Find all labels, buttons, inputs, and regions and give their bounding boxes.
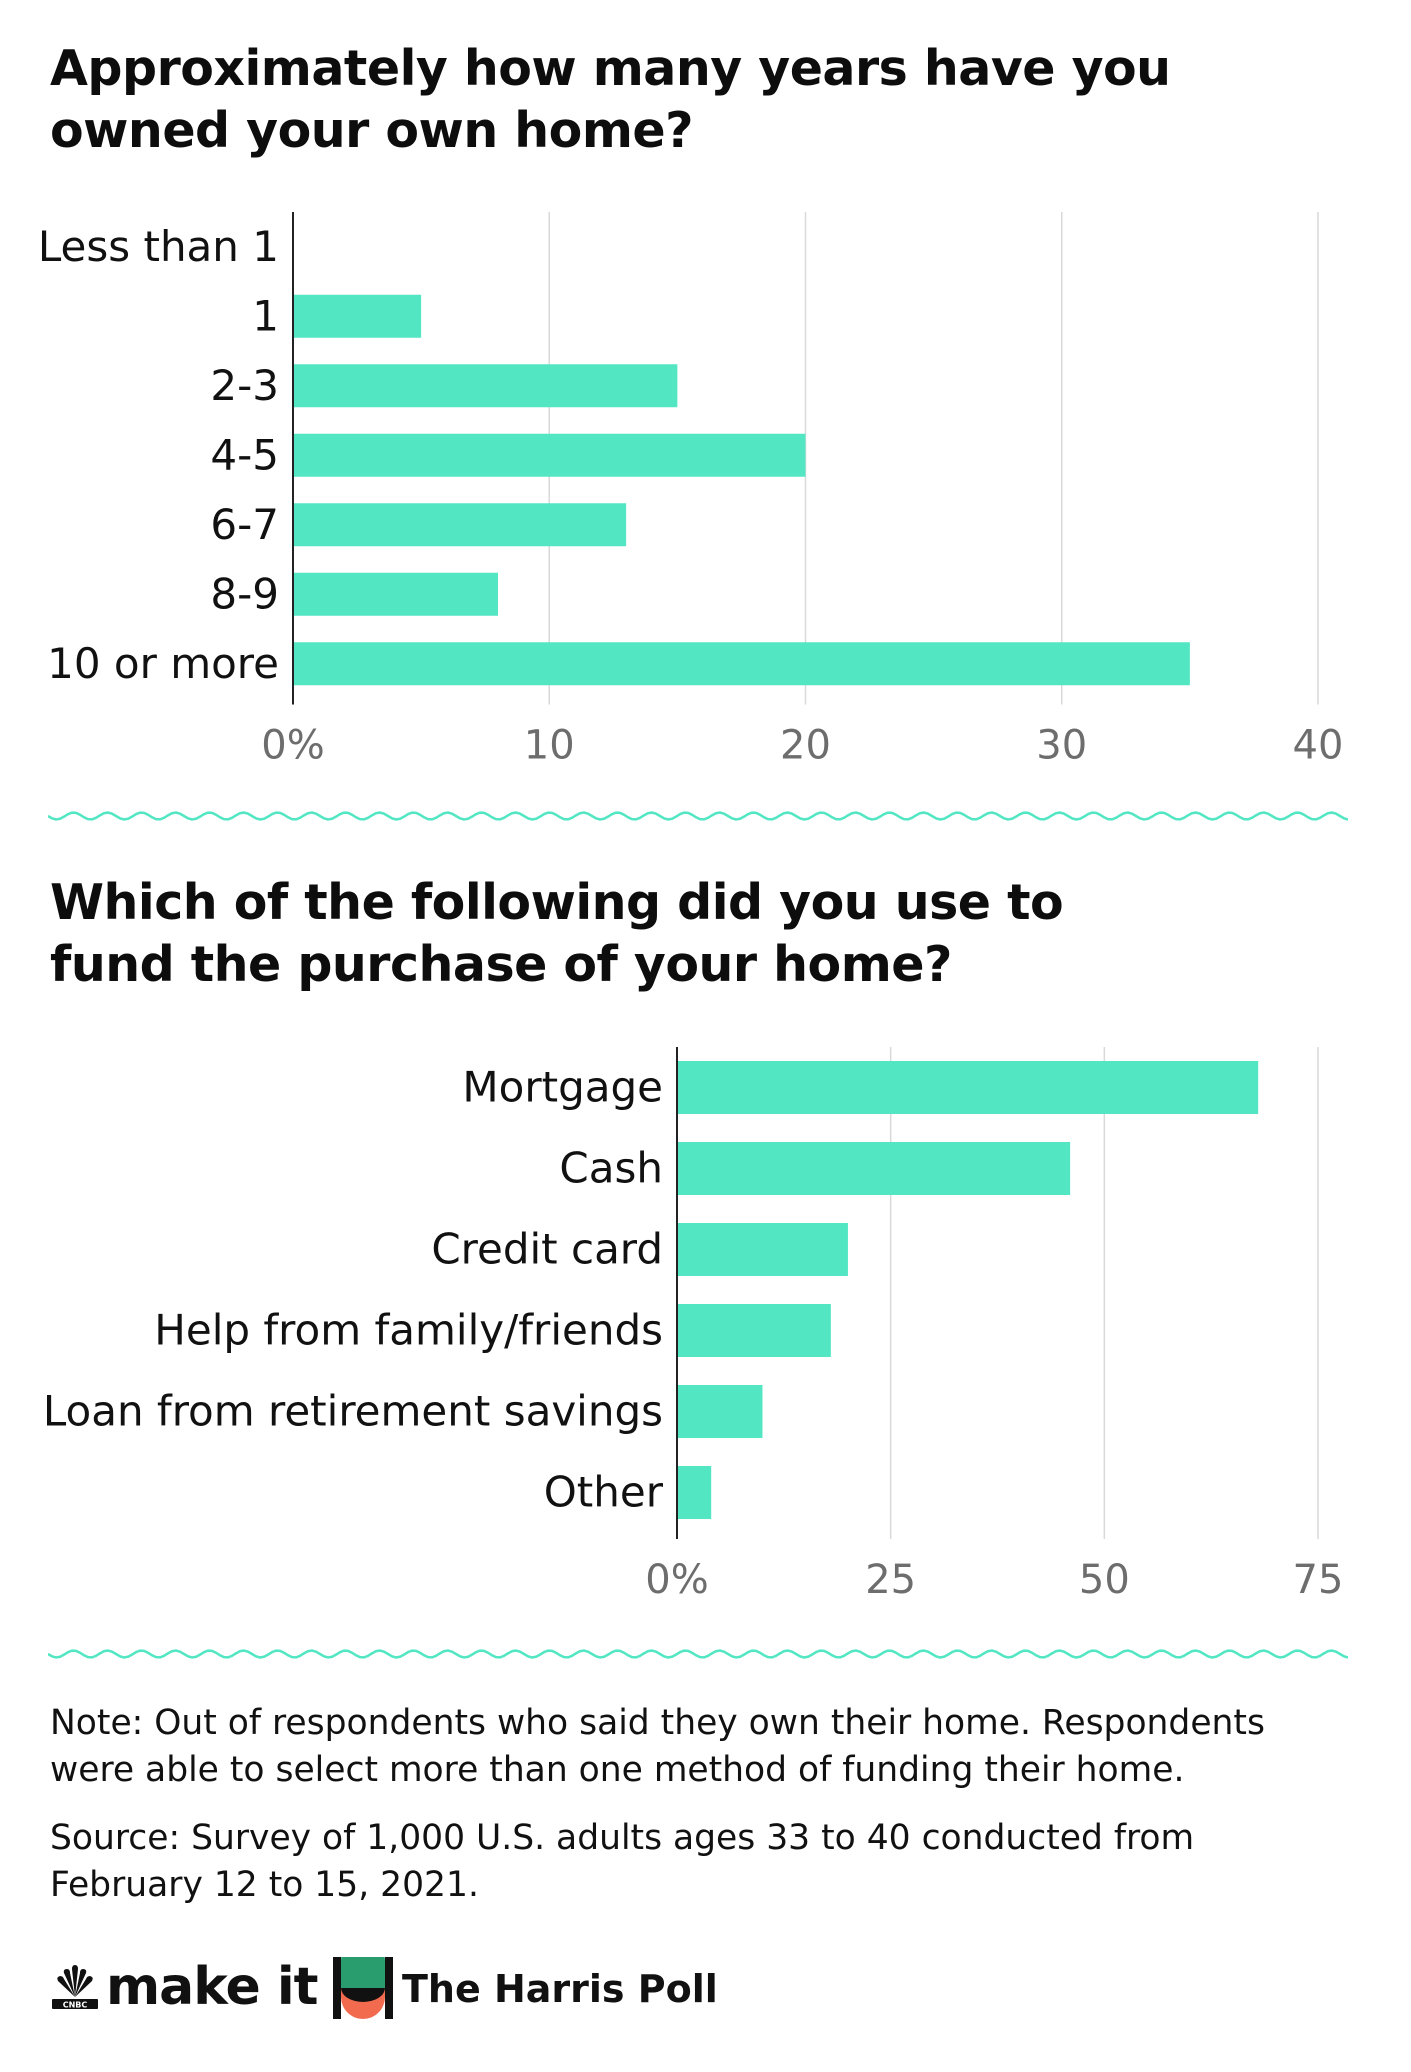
chart1-tick-label: 40 [1293, 723, 1344, 769]
harris-poll-logo: The Harris Poll [402, 1967, 718, 2011]
cnbc-wordmark: CNBC [63, 2001, 88, 2010]
chart2-title-line1: Which of the following did you use to [50, 874, 1064, 931]
chart2-tick-label: 0% [645, 1557, 708, 1603]
chart1-tick-label: 20 [780, 723, 831, 769]
chart1-bar [293, 642, 1190, 686]
chart2-bar [677, 1304, 831, 1357]
chart1-plot: Less than 1 1 2-3 4-5 6-7 8-9 10 or more 0% 10 20… [38, 212, 1344, 769]
chart2-category-label: Cash [559, 1144, 663, 1193]
chart1-title-line2: owned your own home? [50, 102, 694, 159]
chart2-category-label: Help from family/friends [154, 1306, 663, 1355]
chart1-tick-label: 0% [261, 723, 324, 769]
chart1-category-label: 2-3 [210, 361, 279, 410]
chart2-title: Which of the following did you use to fu… [50, 872, 1350, 996]
chart2-bar [677, 1223, 848, 1276]
chart1-tick-label: 30 [1036, 723, 1087, 769]
note-text: Note: Out of respondents who said they o… [50, 1700, 1370, 1794]
chart1-title: Approximately how many years have you ow… [50, 38, 1350, 162]
chart1-bar [293, 572, 498, 616]
chart2-tick-label: 50 [1079, 1557, 1130, 1603]
note-line2: were able to select more than one method… [50, 1750, 1185, 1790]
source-line1: Source: Survey of 1,000 U.S. adults ages… [50, 1818, 1195, 1858]
chart1-category-label: 8-9 [210, 569, 279, 618]
chart2-category-label: Mortgage [462, 1063, 663, 1112]
chart1-bar [293, 433, 806, 477]
divider-wave-1 [48, 811, 1348, 821]
footer-logos: CNBC make it The Harris Poll [50, 1955, 750, 2025]
chart1-category-label: 1 [252, 291, 279, 340]
chart2-tick-label: 75 [1293, 1557, 1344, 1603]
chart2-bar [677, 1061, 1259, 1114]
chart1-category-label: 10 or more [47, 639, 279, 688]
chart2-bar [677, 1466, 712, 1519]
note-line1: Note: Out of respondents who said they o… [50, 1703, 1265, 1743]
chart1-title-line1: Approximately how many years have you [50, 40, 1171, 97]
chart2-tick-label: 25 [865, 1557, 916, 1603]
chart1-category-label: 4-5 [210, 430, 279, 479]
chart1-bar [293, 503, 627, 547]
chart1-bar [293, 364, 678, 408]
chart2-category-label: Other [544, 1468, 664, 1517]
source-line2: February 12 to 15, 2021. [50, 1865, 479, 1905]
cnbc-peacock-icon: CNBC [52, 1965, 98, 2010]
chart2-category-label: Loan from retirement savings [43, 1387, 663, 1436]
harris-poll-mark-icon [333, 1957, 393, 2019]
chart1-category-label: 6-7 [210, 500, 279, 549]
makeit-logo: make it [106, 1957, 319, 2017]
chart2-plot: Mortgage Cash Credit card Help from family/… [43, 1047, 1343, 1603]
chart1-category-label: Less than 1 [38, 222, 279, 271]
chart2-bar [677, 1142, 1071, 1195]
chart2-category-label: Credit card [431, 1225, 663, 1274]
source-text: Source: Survey of 1,000 U.S. adults ages… [50, 1815, 1370, 1909]
divider-wave-2 [48, 1649, 1348, 1659]
chart1-tick-label: 10 [524, 723, 575, 769]
chart2-bar [677, 1385, 763, 1438]
chart1-bar [293, 294, 422, 338]
chart2-title-line2: fund the purchase of your home? [50, 936, 952, 993]
